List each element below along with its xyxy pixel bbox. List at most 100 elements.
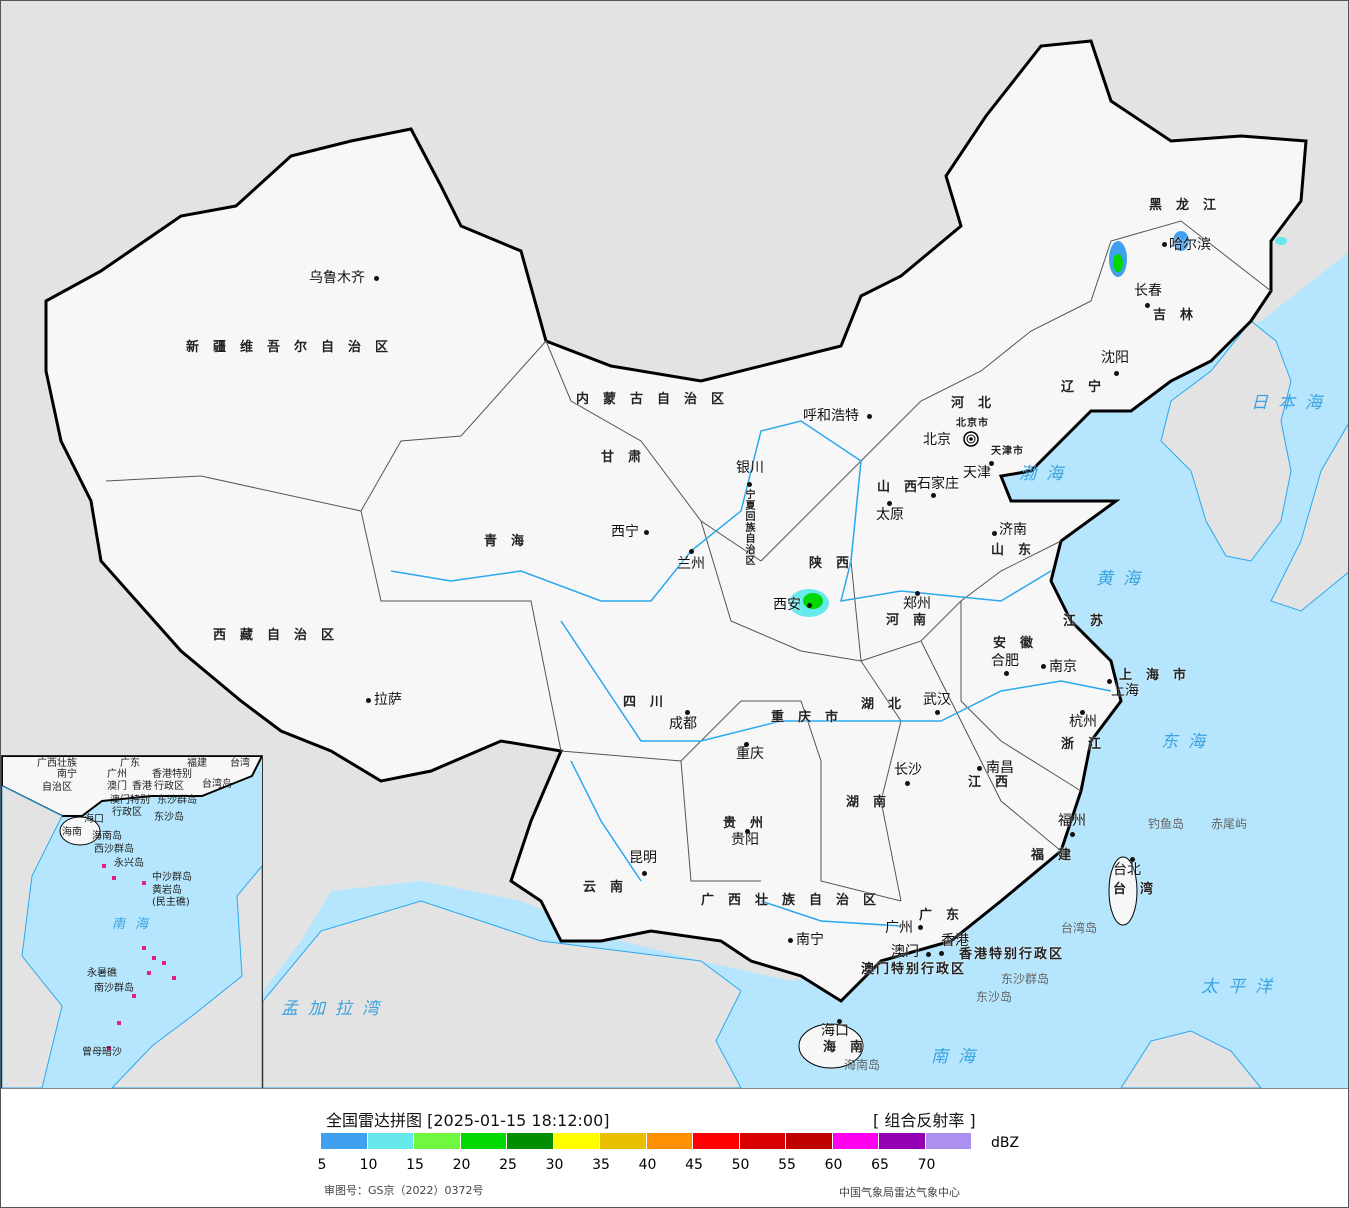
color-swatch (460, 1133, 506, 1149)
city-label[interactable]: 南京 (1049, 659, 1077, 675)
province-label: 澳门特别行政区 (861, 962, 967, 977)
island-label: 东沙岛 (976, 990, 1013, 1004)
province-label: 湖南 (846, 795, 901, 810)
scale-tick-label: 30 (545, 1157, 564, 1173)
city-label[interactable]: 合肥 (991, 653, 1019, 669)
inset-label: 澳门特别 (110, 795, 150, 806)
city-label[interactable]: 海口 (821, 1023, 849, 1039)
inset-canvas (2, 756, 262, 1088)
city-label[interactable]: 武汉 (923, 692, 951, 708)
inset-label: 黄岩岛 (152, 885, 182, 896)
city-label[interactable]: 西安 (773, 597, 801, 613)
scale-tick-label: 50 (731, 1157, 750, 1173)
city-label[interactable]: 济南 (999, 522, 1027, 538)
island-label: 东沙群岛 (1001, 972, 1050, 986)
city-marker-icon (745, 829, 750, 834)
city-label[interactable]: 天津 (963, 465, 991, 481)
sea-label: 东海 (1161, 732, 1215, 752)
color-swatch (646, 1133, 692, 1149)
city-label[interactable]: 澳门 (891, 944, 919, 960)
inset-label: 澳门 (107, 781, 127, 792)
inset-label: 西沙群岛 (94, 844, 134, 855)
city-label[interactable]: 杭州 (1069, 714, 1097, 730)
city-label[interactable]: 呼和浩特 (803, 408, 859, 424)
china-radar-map[interactable]: 新疆维吾尔自治区 西藏自治区 青海 甘肃 内蒙古自治区 黑龙江 吉林 辽宁 河北 山西 山东 陕西 宁夏… (1, 1, 1348, 1089)
city-marker-icon (747, 482, 752, 487)
city-label[interactable]: 广州 (885, 920, 913, 936)
city-label[interactable]: 北京 (923, 432, 951, 448)
city-marker-icon (931, 493, 936, 498)
city-label[interactable]: 上海 (1111, 683, 1139, 699)
province-label: 湖北 (861, 697, 916, 712)
inset-label: 台湾岛 (202, 779, 232, 790)
city-label[interactable]: 重庆 (736, 746, 764, 762)
province-label: 山东 (991, 543, 1046, 558)
color-swatch (739, 1133, 785, 1149)
city-label[interactable]: 沈阳 (1101, 350, 1129, 366)
city-marker-icon (1162, 242, 1167, 247)
city-label[interactable]: 南宁 (796, 932, 824, 948)
city-label[interactable]: 长春 (1134, 283, 1162, 299)
organization-credit: 中国气象局雷达气象中心 (839, 1186, 960, 1199)
island-label: 海南岛 (844, 1058, 881, 1072)
province-label: 云南 (583, 880, 638, 895)
city-label[interactable]: 银川 (736, 460, 764, 476)
inset-label: 永暑礁 (87, 968, 117, 979)
province-label: 天津市 (991, 446, 1024, 457)
philippines-land (1120, 1030, 1262, 1088)
city-label[interactable]: 昆明 (629, 850, 657, 866)
city-label[interactable]: 哈尔滨 (1169, 237, 1211, 253)
province-label: 广东 (919, 908, 974, 923)
island-label: 赤尾屿 (1211, 817, 1248, 831)
province-label: 黑龙江 (1149, 198, 1231, 213)
city-marker-icon (685, 710, 690, 715)
province-label: 宁夏回族自治区 (743, 489, 754, 566)
city-label[interactable]: 南昌 (986, 760, 1014, 776)
city-label[interactable]: 香港 (941, 933, 969, 949)
color-swatch (832, 1133, 878, 1149)
color-swatch (553, 1133, 599, 1149)
city-label[interactable]: 石家庄 (917, 476, 959, 492)
inset-label: 南宁 (57, 769, 77, 780)
scale-tick-label: 65 (871, 1157, 889, 1173)
scale-tick-label: 55 (778, 1157, 796, 1173)
province-label: 台湾 (1113, 882, 1168, 897)
city-label[interactable]: 兰州 (677, 556, 705, 572)
city-label[interactable]: 西宁 (611, 524, 639, 540)
province-label: 陕西 (809, 556, 864, 571)
city-marker-icon (867, 414, 872, 419)
inset-label: 香港特别 (152, 769, 192, 780)
city-marker-icon (807, 603, 812, 608)
city-label[interactable]: 贵阳 (731, 832, 759, 848)
city-label[interactable]: 长沙 (894, 762, 922, 778)
city-marker-icon (1041, 664, 1046, 669)
color-swatch (693, 1133, 739, 1149)
radar-mosaic-title: 全国雷达拼图 [2025-01-15 18:12:00] (326, 1111, 610, 1130)
island-label: 钓鱼岛 (1148, 817, 1185, 831)
province-label: 山西 (877, 480, 932, 495)
sea-area (263, 252, 1348, 1088)
scale-tick-label: 10 (359, 1157, 378, 1173)
city-marker-icon (1004, 671, 1009, 676)
inset-label: 东沙岛 (154, 812, 184, 823)
color-swatch (925, 1133, 971, 1149)
city-marker-icon (935, 710, 940, 715)
city-marker-icon (977, 766, 982, 771)
city-label[interactable]: 成都 (669, 716, 697, 732)
city-marker-icon (905, 781, 910, 786)
city-label[interactable]: 太原 (876, 507, 904, 523)
province-label: 江西 (968, 775, 1023, 790)
south-china-sea-inset: 广西壮族 自治区 南宁 广东 广州 澳门 香港 香港特别 行政区 澳门特别 行政区 台湾岛 东沙群岛 东沙… (1, 755, 263, 1089)
city-marker-icon (1070, 832, 1075, 837)
inset-label: 海南 (62, 827, 82, 838)
city-label[interactable]: 福州 (1058, 813, 1086, 829)
city-marker-icon (689, 549, 694, 554)
city-label[interactable]: 乌鲁木齐 (309, 270, 365, 286)
city-label[interactable]: 郑州 (903, 596, 931, 612)
city-label[interactable]: 台北 (1113, 862, 1141, 878)
inset-label: 香港 (132, 781, 152, 792)
province-label: 新疆维吾尔自治区 (186, 340, 403, 355)
inset-label: 海口 (84, 814, 104, 825)
map-approval-number: 审图号：GS京（2022）0372号 (324, 1184, 484, 1197)
city-label[interactable]: 拉萨 (374, 692, 402, 708)
